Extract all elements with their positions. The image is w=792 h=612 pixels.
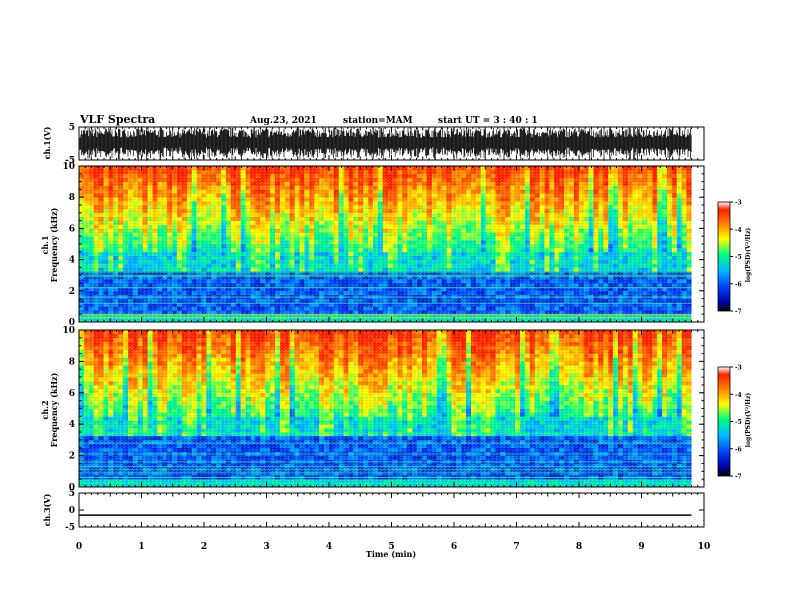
figure-title: VLF Spectra	[79, 113, 155, 126]
ch1-waveform-panel: 5 -5	[65, 123, 705, 166]
ch1-waveform-trace	[79, 127, 692, 161]
start-ut-label: start UT = 3 : 40 : 1	[438, 116, 538, 126]
station-label: station=MAM	[343, 116, 413, 126]
y-tick-label: 5	[69, 123, 75, 133]
y-tick-label: -5	[65, 156, 75, 166]
date-label: Aug.23, 2021	[249, 116, 317, 126]
